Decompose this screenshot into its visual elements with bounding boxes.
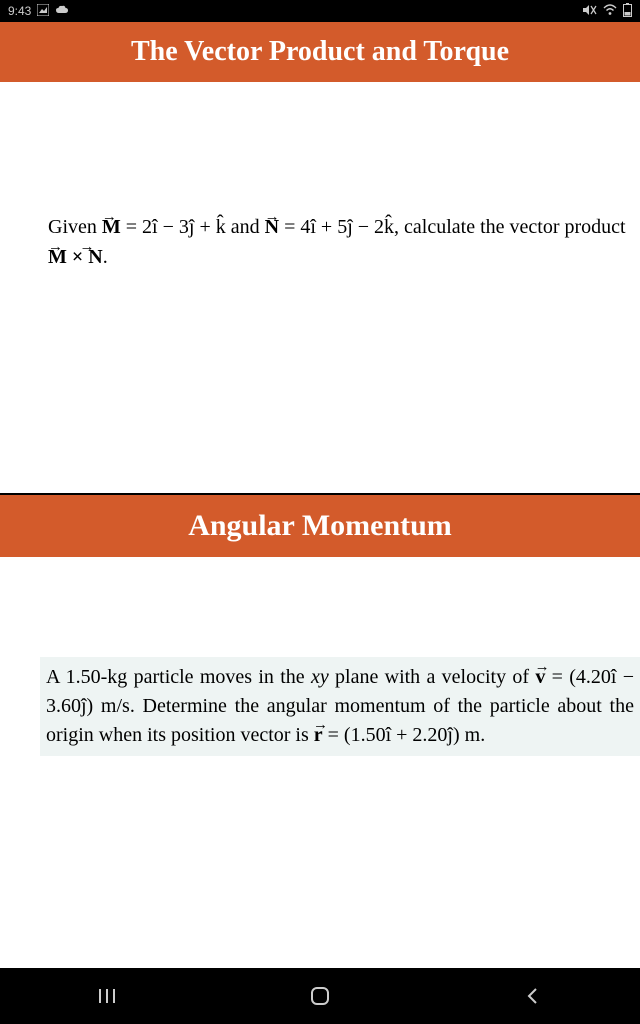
recent-apps-icon[interactable] bbox=[96, 985, 118, 1007]
android-status-bar: 9:43 bbox=[0, 0, 640, 22]
status-right bbox=[583, 3, 632, 20]
wifi-icon bbox=[603, 4, 617, 19]
android-nav-bar bbox=[0, 968, 640, 1024]
battery-icon bbox=[623, 3, 632, 20]
section-title-1: The Vector Product and Torque bbox=[131, 36, 509, 67]
p1-cross: →→M × N bbox=[48, 246, 103, 268]
p1-prefix: Given bbox=[48, 216, 102, 238]
section-header-vector-product: The Vector Product and Torque bbox=[0, 22, 640, 82]
p2-vector-r: →r bbox=[314, 724, 323, 746]
p1-vector-M: →M bbox=[102, 216, 121, 238]
section-content-1: Given →M = 2î − 3ĵ + k̂ and →N = 4î + 5ĵ… bbox=[0, 82, 640, 493]
section-content-2: A 1.50-kg particle moves in the xy plane… bbox=[0, 557, 640, 968]
p2-l1a: A 1.50-kg particle moves in the bbox=[46, 666, 311, 688]
mute-icon bbox=[583, 4, 597, 19]
p2-r-expr: = (1.50î + 2.20ĵ) m. bbox=[323, 724, 486, 746]
p2-vector-v: →v bbox=[535, 666, 545, 688]
status-clock: 9:43 bbox=[8, 4, 31, 18]
home-icon[interactable] bbox=[309, 985, 331, 1007]
cloud-icon bbox=[55, 4, 69, 18]
p1-suffix1: , calculate the vector product bbox=[394, 216, 626, 238]
p1-and: and bbox=[226, 216, 265, 238]
p1-period: . bbox=[103, 246, 108, 268]
status-left: 9:43 bbox=[8, 4, 69, 19]
section-header-angular-momentum: Angular Momentum bbox=[0, 495, 640, 557]
problem-2-text: A 1.50-kg particle moves in the xy plane… bbox=[40, 657, 640, 756]
section-title-2: Angular Momentum bbox=[188, 509, 452, 542]
p1-vector-N: →N bbox=[265, 216, 279, 238]
image-icon bbox=[37, 4, 49, 19]
back-icon[interactable] bbox=[522, 985, 544, 1007]
problem-1-text: Given →M = 2î − 3ĵ + k̂ and →N = 4î + 5ĵ… bbox=[48, 212, 640, 272]
p2-l1b: plane with a velocity of bbox=[329, 666, 536, 688]
screen: 9:43 The Vector Product and Torque bbox=[0, 0, 640, 1024]
p2-xy: xy bbox=[311, 666, 329, 688]
p1-M-expr: = 2î − 3ĵ + k̂ bbox=[121, 216, 226, 238]
p1-N-expr: = 4î + 5ĵ − 2k̂ bbox=[279, 216, 394, 238]
